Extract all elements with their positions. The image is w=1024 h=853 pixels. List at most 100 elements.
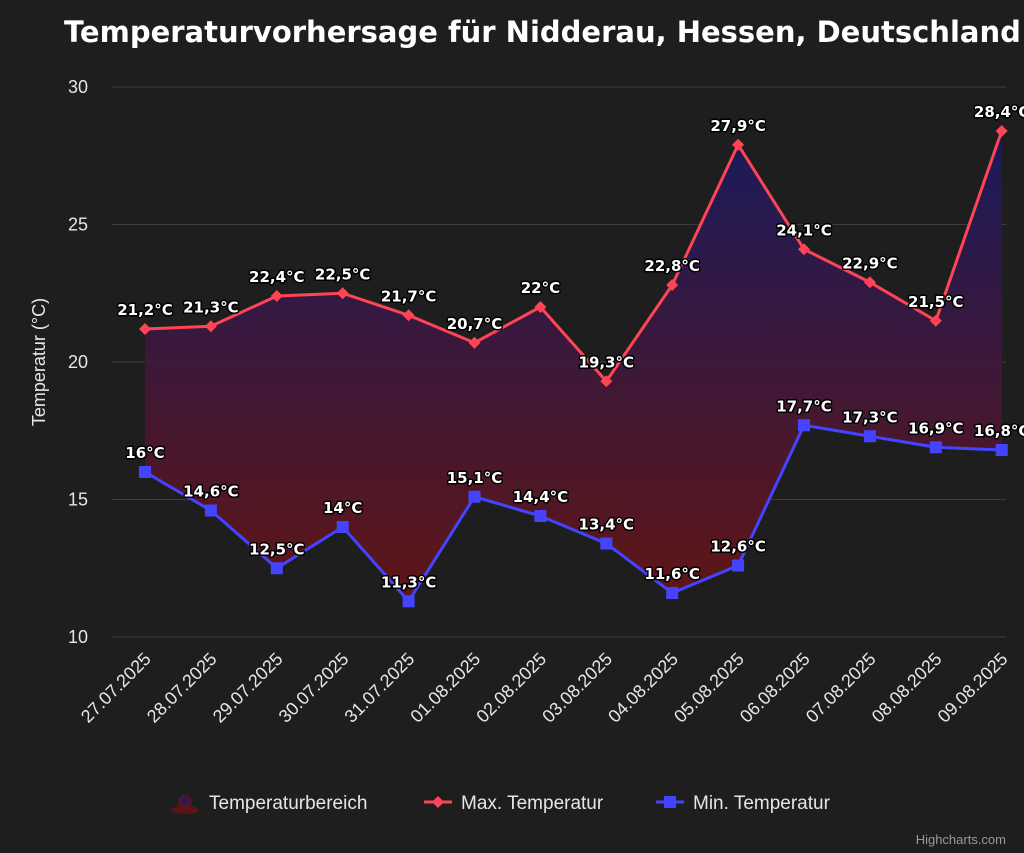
min-temperature-point[interactable] [798, 419, 810, 432]
x-tick-label: 28.07.2025 [143, 649, 221, 727]
y-tick-label: 30 [68, 77, 88, 97]
legend-item-max[interactable]: Max. Temperatur [424, 793, 604, 814]
max-temperature-point[interactable] [600, 375, 613, 388]
min-temperature-point[interactable] [600, 537, 613, 550]
min-temperature-line [144, 423, 1002, 603]
max-temperature-point[interactable] [204, 320, 217, 333]
max-temperature-point[interactable] [402, 309, 415, 322]
min-temperature-point[interactable] [863, 430, 876, 443]
range-area [145, 131, 1002, 602]
min-temperature-point[interactable] [139, 466, 151, 478]
y-tick-label: 25 [68, 215, 88, 235]
min-data-label: 14°C [323, 499, 362, 517]
max-temperature-point[interactable] [732, 138, 745, 151]
max-temperature-point[interactable] [798, 243, 810, 256]
legend: Temperaturbereich Max. Temperatur Min. T… [171, 793, 831, 814]
x-axis: 27.07.202528.07.202529.07.202530.07.2025… [77, 649, 1012, 727]
temperature-range-area [145, 131, 1002, 602]
legend-item-min[interactable]: Min. Temperatur [656, 793, 831, 814]
x-tick-label: 05.08.2025 [670, 649, 748, 727]
min-temperature-point[interactable] [402, 595, 415, 608]
legend-range-icon [178, 795, 192, 809]
max-temperature-point[interactable] [270, 290, 283, 302]
min-data-label: 16,8°C [974, 422, 1024, 440]
max-data-label: 21,2°C [117, 301, 173, 319]
min-temperature-point[interactable] [204, 504, 217, 517]
x-tick-label: 08.08.2025 [868, 649, 946, 727]
y-tick-label: 20 [68, 352, 88, 372]
series-markers [139, 125, 1008, 608]
min-temperature-point[interactable] [270, 562, 283, 575]
max-data-label: 27,9°C [710, 117, 766, 135]
x-tick-label: 27.07.2025 [77, 649, 155, 727]
y-tick-label: 15 [68, 490, 88, 510]
x-tick-label: 29.07.2025 [209, 649, 287, 727]
max-temperature-point[interactable] [336, 287, 349, 300]
series-lines [144, 130, 1004, 603]
min-data-label: 17,3°C [842, 408, 898, 426]
min-temperature-point[interactable] [534, 510, 547, 522]
credits-link[interactable]: Highcharts.com [916, 832, 1006, 847]
legend-label-min: Min. Temperatur [693, 793, 831, 814]
min-data-label: 11,3°C [381, 573, 437, 591]
min-data-label: 15,1°C [447, 469, 503, 487]
x-tick-label: 31.07.2025 [341, 649, 419, 727]
max-data-label: 22,4°C [249, 268, 305, 286]
y-axis-label: Temperatur (°C) [29, 298, 49, 426]
x-tick-label: 06.08.2025 [736, 649, 814, 727]
max-data-label: 22,5°C [315, 265, 371, 283]
min-data-label: 16°C [125, 444, 164, 462]
min-temperature-point[interactable] [995, 444, 1008, 456]
max-temperature-point[interactable] [468, 336, 481, 349]
legend-label-max: Max. Temperatur [461, 793, 604, 814]
data-labels: 21,2°C 21,3°C 22,4°C 22,5°C 21,7°C 20,7°C 22°C… [116, 102, 1024, 593]
max-data-label: 19,3°C [579, 353, 635, 371]
x-tick-label: 04.08.2025 [604, 649, 682, 727]
min-data-label: 17,7°C [776, 397, 832, 415]
y-axis: 10 15 20 25 30 [68, 77, 88, 647]
min-temperature-point[interactable] [336, 521, 349, 533]
legend-label-range: Temperaturbereich [209, 793, 367, 814]
legend-item-range[interactable]: Temperaturbereich [171, 793, 367, 814]
x-tick-label: 07.08.2025 [802, 649, 880, 727]
max-data-label: 22°C [521, 279, 560, 297]
min-data-label: 14,6°C [183, 483, 239, 501]
legend-min-square-icon [664, 796, 676, 808]
y-tick-label: 10 [68, 627, 88, 647]
max-temperature-point[interactable] [929, 314, 942, 327]
max-temperature-point[interactable] [534, 301, 547, 313]
max-data-label: 28,4°C [974, 103, 1024, 121]
legend-max-diamond-icon [432, 796, 444, 808]
max-data-label: 22,8°C [644, 257, 700, 275]
max-temperature-point[interactable] [139, 323, 151, 335]
max-data-label: 21,3°C [183, 298, 239, 316]
x-tick-label: 03.08.2025 [538, 649, 616, 727]
x-tick-label: 30.07.2025 [275, 649, 353, 727]
min-temperature-point[interactable] [732, 559, 745, 572]
min-data-label: 14,4°C [513, 488, 569, 506]
max-temperature-point[interactable] [995, 125, 1008, 137]
x-tick-label: 01.08.2025 [406, 649, 484, 727]
max-data-label: 21,5°C [908, 293, 964, 311]
min-temperature-point[interactable] [468, 490, 481, 503]
max-data-label: 21,7°C [381, 287, 437, 305]
max-data-label: 20,7°C [447, 315, 503, 333]
max-temperature-point[interactable] [863, 276, 876, 289]
min-data-label: 16,9°C [908, 419, 964, 437]
max-data-label: 24,1°C [776, 221, 832, 239]
min-data-label: 12,5°C [249, 540, 305, 558]
min-data-label: 13,4°C [579, 516, 635, 534]
max-temperature-line [144, 130, 1004, 383]
min-temperature-point[interactable] [666, 587, 679, 599]
x-tick-label: 02.08.2025 [472, 649, 550, 727]
chart-title: Temperaturvorhersage für Nidderau, Hesse… [64, 15, 1021, 49]
max-temperature-point[interactable] [666, 279, 679, 291]
min-data-label: 11,6°C [644, 565, 700, 583]
x-tick-label: 09.08.2025 [934, 649, 1012, 727]
max-data-label: 22,9°C [842, 254, 898, 272]
min-data-label: 12,6°C [710, 538, 766, 556]
legend-range-shadow [171, 806, 199, 814]
min-temperature-point[interactable] [929, 441, 942, 454]
